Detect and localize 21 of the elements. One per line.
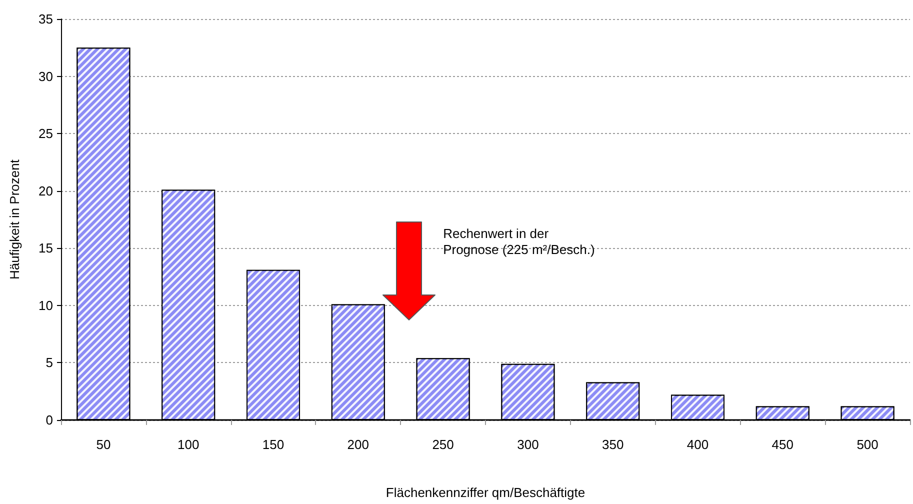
y-tick-label: 15 [38,240,53,256]
x-tick-label: 500 [856,437,878,452]
y-tick-label: 25 [38,126,53,142]
x-tick-label: 100 [178,437,200,452]
y-tick-label: 10 [38,298,53,313]
x-tick-label: 50 [96,437,111,452]
y-tick-label: 30 [38,68,53,84]
x-tick-label: 400 [686,437,709,452]
x-tick-label: 450 [772,437,794,452]
annotation: Rechenwert in der Prognose (225 m²/Besch.) [443,226,596,258]
x-axis-title: Flächenkennziffer qm/Beschäftigte [386,485,586,500]
x-tick-label: 200 [347,437,369,452]
x-tick-label: 300 [517,437,539,452]
x-tick-label: 150 [262,437,284,452]
x-tick-label: 250 [432,437,454,452]
y-tick-label: 35 [38,12,53,26]
y-tick-label: 0 [46,412,53,428]
y-tick-label: 20 [38,183,53,198]
x-tick-label: 350 [602,437,624,452]
y-tick-label: 5 [46,355,53,370]
y-axis-title: Häufigkeit in Prozent [7,159,22,280]
